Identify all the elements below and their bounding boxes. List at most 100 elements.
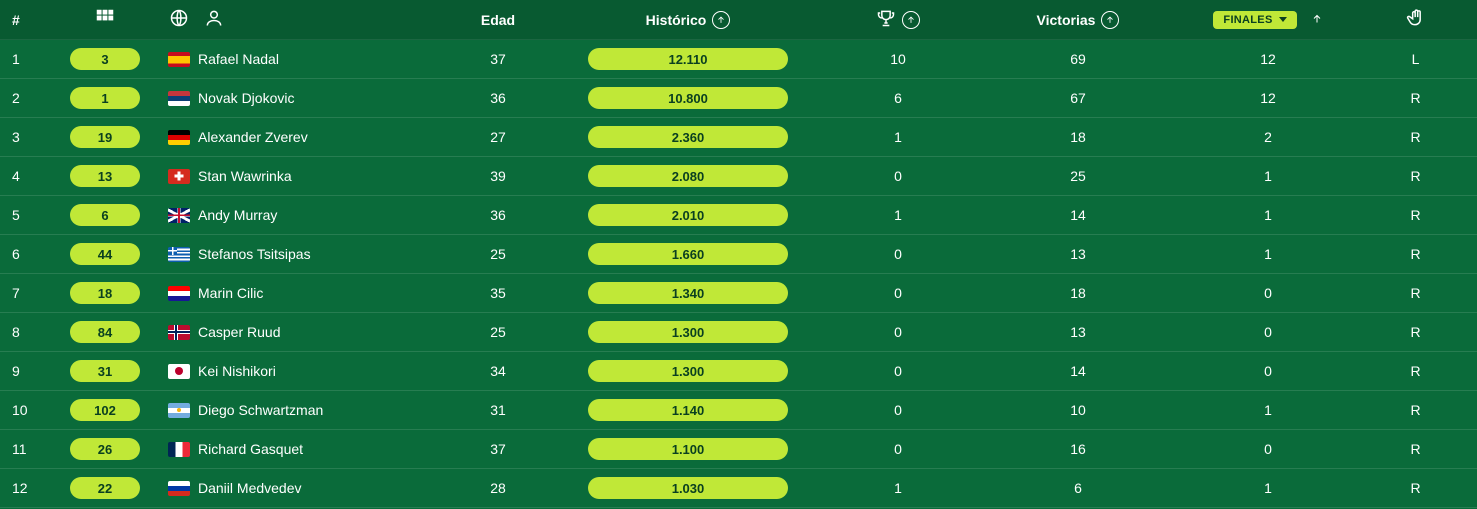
cell-finales: 12 <box>1178 51 1358 67</box>
header-victorias[interactable]: Victorias <box>978 11 1178 29</box>
header-historico[interactable]: Histórico <box>558 11 818 29</box>
cell-name: Alexander Zverev <box>198 129 438 145</box>
header-finales[interactable]: FINALES <box>1178 11 1358 29</box>
cell-finales: 0 <box>1178 441 1358 457</box>
cell-hand: R <box>1358 246 1473 262</box>
cell-trophy: 1 <box>818 480 978 496</box>
cell-name: Kei Nishikori <box>198 363 438 379</box>
cell-trophy: 10 <box>818 51 978 67</box>
cell-age: 27 <box>438 129 558 145</box>
flag-icon <box>168 325 190 340</box>
cell-finales: 1 <box>1178 207 1358 223</box>
cell-victorias: 13 <box>978 246 1178 262</box>
cell-seed: 1 <box>50 87 160 109</box>
cell-hand: R <box>1358 129 1473 145</box>
table-row[interactable]: 10 102 Diego Schwartzman 31 1.140 0 10 1… <box>0 391 1477 430</box>
cell-rank: 5 <box>0 207 50 223</box>
cell-victorias: 13 <box>978 324 1178 340</box>
cell-age: 34 <box>438 363 558 379</box>
cell-historico: 2.010 <box>558 204 818 226</box>
cell-historico: 2.360 <box>558 126 818 148</box>
table-row[interactable]: 9 31 Kei Nishikori 34 1.300 0 14 0 R <box>0 352 1477 391</box>
cell-seed: 19 <box>50 126 160 148</box>
cell-rank: 7 <box>0 285 50 301</box>
cell-hand: R <box>1358 480 1473 496</box>
cell-flag <box>160 481 198 496</box>
cell-seed: 44 <box>50 243 160 265</box>
cell-trophy: 0 <box>818 363 978 379</box>
cell-seed: 102 <box>50 399 160 421</box>
cell-hand: R <box>1358 207 1473 223</box>
table-row[interactable]: 11 26 Richard Gasquet 37 1.100 0 16 0 R <box>0 430 1477 469</box>
cell-victorias: 67 <box>978 90 1178 106</box>
cell-historico: 1.030 <box>558 477 818 499</box>
cell-name: Rafael Nadal <box>198 51 438 67</box>
finales-label: FINALES <box>1223 14 1272 26</box>
cell-finales: 1 <box>1178 402 1358 418</box>
table-row[interactable]: 7 18 Marin Cilic 35 1.340 0 18 0 R <box>0 274 1477 313</box>
header-age[interactable]: Edad <box>438 12 558 28</box>
cell-trophy: 0 <box>818 441 978 457</box>
flag-icon <box>168 442 190 457</box>
cell-seed: 13 <box>50 165 160 187</box>
globe-icon <box>169 8 189 31</box>
sort-up-icon <box>1311 12 1323 28</box>
cell-historico: 1.300 <box>558 360 818 382</box>
table-row[interactable]: 2 1 Novak Djokovic 36 10.800 6 67 12 R <box>0 79 1477 118</box>
cell-victorias: 18 <box>978 285 1178 301</box>
table-row[interactable]: 6 44 Stefanos Tsitsipas 25 1.660 0 13 1 … <box>0 235 1477 274</box>
cell-historico: 12.110 <box>558 48 818 70</box>
cell-flag <box>160 403 198 418</box>
table-row[interactable]: 8 84 Casper Ruud 25 1.300 0 13 0 R <box>0 313 1477 352</box>
flag-icon <box>168 130 190 145</box>
cell-hand: R <box>1358 441 1473 457</box>
table-row[interactable]: 12 22 Daniil Medvedev 28 1.030 1 6 1 R <box>0 469 1477 508</box>
cell-hand: R <box>1358 90 1473 106</box>
header-hand[interactable] <box>1358 8 1473 31</box>
cell-seed: 31 <box>50 360 160 382</box>
cell-flag <box>160 364 198 379</box>
flag-icon <box>168 403 190 418</box>
header-trophy[interactable] <box>818 8 978 31</box>
sort-up-icon <box>902 11 920 29</box>
cell-age: 36 <box>438 207 558 223</box>
flag-icon <box>168 481 190 496</box>
table-row[interactable]: 4 13 Stan Wawrinka 39 2.080 0 25 1 R <box>0 157 1477 196</box>
table-row[interactable]: 1 3 Rafael Nadal 37 12.110 10 69 12 L <box>0 40 1477 79</box>
cell-age: 39 <box>438 168 558 184</box>
cell-historico: 10.800 <box>558 87 818 109</box>
cell-rank: 10 <box>0 402 50 418</box>
ranking-table: # Edad Histórico Victor <box>0 0 1477 508</box>
person-icon <box>204 8 224 31</box>
cell-historico: 1.340 <box>558 282 818 304</box>
cell-finales: 0 <box>1178 324 1358 340</box>
cell-seed: 26 <box>50 438 160 460</box>
table-row[interactable]: 5 6 Andy Murray 36 2.010 1 14 1 R <box>0 196 1477 235</box>
cell-rank: 8 <box>0 324 50 340</box>
cell-trophy: 0 <box>818 285 978 301</box>
cell-hand: L <box>1358 51 1473 67</box>
cell-flag <box>160 91 198 106</box>
cell-seed: 6 <box>50 204 160 226</box>
header-rank[interactable]: # <box>0 12 50 28</box>
table-row[interactable]: 3 19 Alexander Zverev 27 2.360 1 18 2 R <box>0 118 1477 157</box>
cell-seed: 22 <box>50 477 160 499</box>
cell-historico: 1.140 <box>558 399 818 421</box>
flag-icon <box>168 52 190 67</box>
cell-name: Marin Cilic <box>198 285 438 301</box>
flag-icon <box>168 208 190 223</box>
header-country[interactable] <box>160 8 198 31</box>
cell-historico: 1.300 <box>558 321 818 343</box>
header-seed[interactable] <box>50 8 160 31</box>
cell-name: Richard Gasquet <box>198 441 438 457</box>
ranking-icon <box>95 8 115 31</box>
header-victorias-label: Victorias <box>1037 12 1096 28</box>
header-player[interactable] <box>198 8 438 31</box>
trophy-icon <box>876 8 896 31</box>
cell-age: 37 <box>438 51 558 67</box>
finales-dropdown[interactable]: FINALES <box>1213 11 1296 29</box>
cell-finales: 0 <box>1178 363 1358 379</box>
cell-name: Casper Ruud <box>198 324 438 340</box>
cell-historico: 2.080 <box>558 165 818 187</box>
cell-trophy: 0 <box>818 168 978 184</box>
